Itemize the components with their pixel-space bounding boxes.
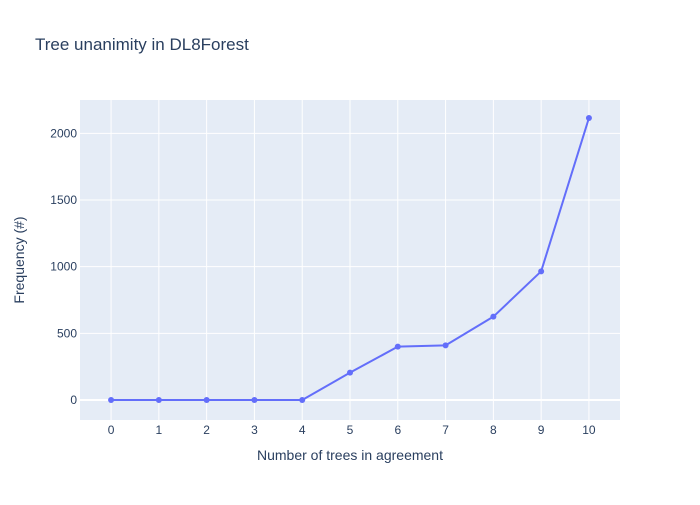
data-point	[442, 342, 449, 349]
y-axis-ticks: 0 500 1000 1500 2000	[50, 126, 77, 407]
chart-title: Tree unanimity in DL8Forest	[35, 35, 249, 54]
x-axis-ticks: 0 1 2 3 4 5 6 7 8 9 10	[108, 423, 596, 437]
y-axis-title: Frequency (#)	[11, 216, 27, 303]
x-tick-label: 10	[582, 423, 596, 437]
data-point	[538, 268, 545, 275]
grid-lines	[80, 100, 620, 420]
y-tick-label: 0	[70, 393, 77, 407]
x-tick-label: 3	[251, 423, 258, 437]
data-point	[251, 397, 258, 403]
y-tick-label: 1500	[50, 193, 77, 207]
y-tick-label: 1000	[50, 260, 77, 274]
series-layer	[108, 115, 592, 403]
x-tick-label: 1	[156, 423, 163, 437]
data-point	[299, 397, 306, 403]
x-tick-label: 6	[394, 423, 401, 437]
data-point	[490, 313, 497, 320]
y-tick-label: 500	[57, 326, 77, 340]
data-point	[108, 397, 115, 403]
x-tick-label: 8	[490, 423, 497, 437]
x-tick-label: 2	[203, 423, 210, 437]
x-tick-label: 7	[442, 423, 449, 437]
data-point	[347, 369, 353, 376]
x-tick-label: 0	[108, 423, 115, 437]
y-tick-label: 2000	[50, 126, 77, 140]
x-tick-label: 5	[347, 423, 354, 437]
x-tick-label: 4	[299, 423, 306, 437]
data-point	[203, 397, 210, 403]
data-point	[155, 397, 162, 403]
x-axis-title: Number of trees in agreement	[257, 447, 443, 463]
data-point	[394, 343, 401, 350]
data-point	[585, 115, 592, 121]
x-tick-label: 9	[538, 423, 545, 437]
